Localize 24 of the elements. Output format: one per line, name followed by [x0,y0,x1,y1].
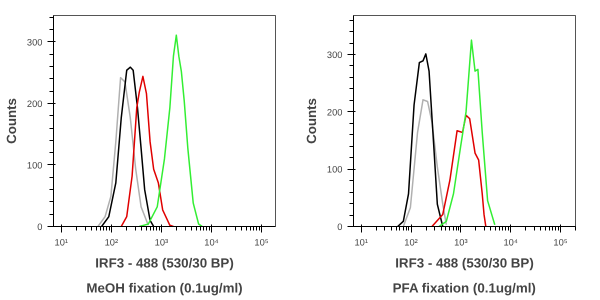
y-tick-label: 200 [326,107,343,118]
x-tick-label: 10¹ [54,238,68,248]
x-tick-label: 10³ [154,238,168,248]
y-tick-label: 0 [37,222,43,232]
x-axis-title: IRF3 - 488 (530/30 BP) [395,256,534,270]
y-tick-label: 300 [26,37,43,48]
y-tick-label: 100 [326,164,343,175]
y-tick-label: 0 [337,222,343,232]
y-tick-label: 200 [26,98,43,109]
x-tick-label: 10⁵ [254,238,269,248]
y-axis-title: Counts [304,98,319,144]
x-tick-label: 10³ [454,238,468,248]
x-tick-label: 10⁵ [553,238,568,248]
x-tick-label: 10¹ [354,238,368,248]
y-tick-label: 100 [26,160,43,170]
x-tick-label: 10² [104,238,118,248]
y-axis-title: Counts [4,98,19,144]
text: MeOH fixation (0.1ug/ml) [86,280,243,296]
x-tick-label: 10² [404,238,418,248]
y-tick-label: 300 [326,50,343,60]
x-tick-label: 10⁴ [503,238,518,248]
x-tick-label: 10⁴ [204,238,219,248]
x-axis-title: IRF3 - 488 (530/30 BP) [95,256,234,270]
text: PFA fixation (0.1ug/ml) [392,280,536,296]
